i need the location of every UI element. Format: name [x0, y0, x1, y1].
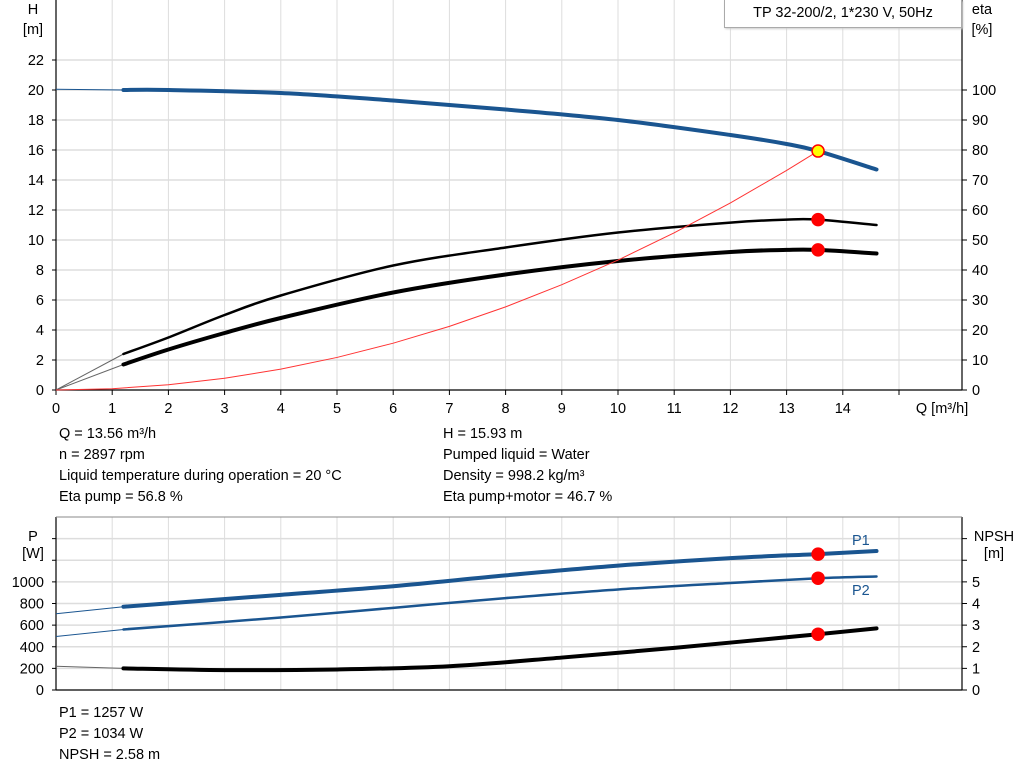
y-tick-label: 14: [28, 173, 44, 189]
h-extrapolation: [55, 88, 124, 91]
p1-series-label: P1: [852, 533, 870, 549]
operating-point-marker: [811, 571, 825, 585]
y2-tick-label: 50: [972, 233, 988, 249]
info-liquid: Pumped liquid = Water: [443, 447, 590, 463]
y-tick-label: 200: [20, 661, 44, 677]
eta-total-extrapolation: [55, 364, 124, 391]
y2-tick-label: 60: [972, 203, 988, 219]
y2-tick-label: 70: [972, 173, 988, 189]
y-tick-label: 400: [20, 640, 44, 656]
y-tick-label: 1000: [12, 575, 44, 591]
eta-pump-curve: [122, 217, 878, 356]
y2-tick-label: 4: [972, 597, 980, 613]
y-axis-label: H: [28, 2, 38, 18]
info-p2: P2 = 1034 W: [59, 726, 144, 742]
eta-total-curve: [121, 247, 879, 367]
x-tick-label: 11: [667, 401, 682, 417]
y-tick-label: 2: [36, 353, 44, 369]
p1-extrapolation: [55, 606, 124, 615]
npsh-extrapolation: [55, 665, 124, 669]
y2-tick-label: 80: [972, 143, 988, 159]
x-tick-label: 10: [610, 401, 626, 417]
y2-axis-label: eta: [972, 2, 993, 18]
y2-tick-label: 90: [972, 113, 988, 129]
y-tick-label: 8: [36, 263, 44, 279]
operating-point-marker: [811, 212, 825, 227]
y-tick-label: 12: [28, 203, 44, 219]
y2-tick-label: 1: [972, 661, 980, 677]
y-tick-label: 16: [28, 143, 44, 159]
info-eta-total: Eta pump+motor = 46.7 %: [443, 489, 613, 505]
x-tick-label: 13: [779, 401, 795, 417]
x-tick-label: 3: [221, 401, 229, 417]
x-tick-label: 2: [164, 401, 172, 417]
y2-tick-label: 20: [972, 323, 988, 339]
x-tick-label: 4: [277, 401, 285, 417]
operating-point-marker: [811, 547, 825, 561]
x-tick-label: 8: [502, 401, 510, 417]
y2-axis-label: NPSH: [974, 529, 1014, 545]
operating-point-marker: [811, 144, 825, 158]
y-axis-label: P: [28, 529, 38, 545]
p1-curve: [121, 549, 879, 609]
info-temperature: Liquid temperature during operation = 20…: [59, 468, 342, 484]
y-tick-label: 800: [20, 597, 44, 613]
y2-tick-label: 40: [972, 263, 988, 279]
y2-tick-label: 3: [972, 618, 980, 634]
x-tick-label: 9: [558, 401, 566, 417]
y2-tick-label: 5: [972, 575, 980, 591]
x-axis-label: Q [m³/h]: [916, 401, 968, 417]
y-tick-label: 20: [28, 83, 44, 99]
info-top-left: Q = 13.56 m³/h n = 2897 rpm Liquid tempe…: [59, 424, 342, 508]
y-axis-unit: [W]: [22, 546, 44, 562]
p2-curve: [122, 575, 878, 631]
y-tick-label: 18: [28, 113, 44, 129]
y-tick-label: 600: [20, 618, 44, 634]
p2-series-label: P2: [852, 583, 870, 599]
info-npsh: NPSH = 2.58 m: [59, 747, 161, 763]
y-tick-label: 6: [36, 293, 44, 309]
y2-tick-label: 0: [972, 383, 980, 399]
operating-point-marker: [811, 627, 825, 641]
eta-pump-extrapolation: [55, 353, 124, 391]
y-axis-unit: [m]: [23, 22, 43, 38]
y2-tick-label: 10: [972, 353, 988, 369]
info-p1: P1 = 1257 W: [59, 705, 144, 721]
x-tick-label: 5: [333, 401, 341, 417]
info-density: Density = 998.2 kg/m³: [443, 468, 585, 484]
y2-tick-label: 0: [972, 683, 980, 699]
npsh-curve: [121, 626, 879, 673]
y-tick-label: 22: [28, 53, 44, 69]
h-curve: [121, 87, 879, 172]
info-top-right: H = 15.93 m Pumped liquid = Water Densit…: [443, 424, 612, 508]
x-tick-label: 14: [835, 401, 851, 417]
operating-point-marker: [811, 243, 825, 257]
x-tick-label: 6: [389, 401, 397, 417]
y-tick-label: 0: [36, 383, 44, 399]
x-tick-label: 0: [52, 401, 60, 417]
y2-tick-label: 30: [972, 293, 988, 309]
x-tick-label: 12: [722, 401, 738, 417]
chart-title: TP 32-200/2, 1*230 V, 50Hz: [724, 0, 962, 28]
y2-axis-unit: [%]: [972, 22, 993, 38]
x-tick-label: 1: [108, 401, 116, 417]
y-tick-label: 4: [36, 323, 44, 339]
info-bottom: P1 = 1257 W P2 = 1034 W NPSH = 2.58 m: [59, 703, 160, 766]
y-tick-label: 10: [28, 233, 44, 249]
info-head: H = 15.93 m: [443, 426, 523, 442]
system-curve-curve: [55, 150, 819, 391]
info-flow: Q = 13.56 m³/h: [59, 426, 157, 442]
p2-extrapolation: [55, 628, 124, 637]
info-speed: n = 2897 rpm: [59, 447, 145, 463]
y2-tick-label: 100: [972, 83, 996, 99]
x-tick-label: 7: [445, 401, 453, 417]
y-tick-label: 0: [36, 683, 44, 699]
y2-axis-unit: [m]: [984, 546, 1004, 562]
y2-tick-label: 2: [972, 640, 980, 656]
info-eta-pump: Eta pump = 56.8 %: [59, 489, 183, 505]
